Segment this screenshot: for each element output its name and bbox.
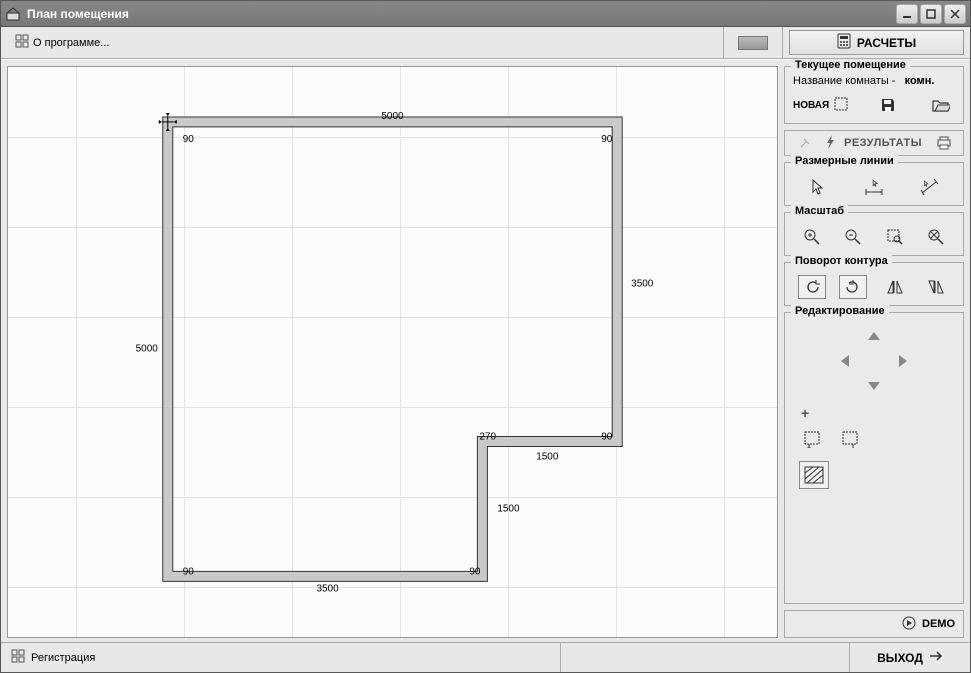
flip-horizontal-button[interactable]: [881, 275, 909, 299]
canvas[interactable]: 5000 3500 1500 1500 3500 5000 90 90 90 270 90 90: [7, 66, 778, 638]
app-icon: [5, 6, 21, 22]
dim-pointer-button[interactable]: [805, 175, 833, 199]
svg-text:5000: 5000: [381, 111, 404, 122]
results-label[interactable]: РЕЗУЛЬТАТЫ: [844, 137, 922, 149]
calculator-icon: [837, 33, 851, 52]
scale-legend: Масштаб: [791, 205, 848, 217]
exit-label: ВЫХОД: [877, 651, 923, 665]
svg-text:90: 90: [183, 566, 195, 577]
flip-vertical-button[interactable]: [922, 275, 950, 299]
status-mid: [561, 643, 850, 672]
svg-text:3500: 3500: [316, 583, 339, 594]
top-toolbar: О программе... РАСЧЕТЫ: [1, 27, 970, 59]
side-panel: Текущее помещение Название комнаты - ком…: [784, 66, 964, 638]
hatch-tool-button[interactable]: [799, 461, 829, 489]
close-button[interactable]: [944, 4, 966, 24]
status-bar: Регистрация ВЫХОД: [1, 642, 970, 672]
svg-text:270: 270: [479, 432, 496, 443]
register-button[interactable]: Регистрация: [1, 643, 561, 672]
svg-text:90: 90: [601, 134, 613, 145]
zoom-region-button[interactable]: [881, 225, 909, 249]
svg-text:5000: 5000: [136, 344, 159, 355]
titlebar: План помещения: [1, 1, 970, 27]
edit-tool-remove-button[interactable]: [837, 427, 865, 451]
maximize-button[interactable]: [920, 4, 942, 24]
window-title: План помещения: [27, 7, 896, 21]
nudge-left-button[interactable]: [832, 349, 860, 373]
nudge-right-button[interactable]: [888, 349, 916, 373]
rotate-legend: Поворот контура: [791, 255, 892, 267]
rotate-ccw-button[interactable]: [798, 275, 826, 299]
exit-icon: [929, 650, 943, 665]
calculate-label: РАСЧЕТЫ: [857, 36, 916, 50]
zoom-in-button[interactable]: [798, 225, 826, 249]
svg-text:90: 90: [601, 432, 613, 443]
svg-text:3500: 3500: [631, 279, 654, 290]
results-bar: РЕЗУЛЬТАТЫ: [784, 130, 964, 156]
main-body: 5000 3500 1500 1500 3500 5000 90 90 90 270 90 90 Те…: [1, 59, 970, 642]
dim-horizontal-button[interactable]: [860, 175, 888, 199]
minimize-button[interactable]: [896, 4, 918, 24]
new-room-icon: [833, 96, 849, 115]
scale-group: Масштаб: [784, 212, 964, 256]
calculate-button[interactable]: РАСЧЕТЫ: [789, 30, 964, 55]
svg-text:90: 90: [183, 134, 195, 145]
zoom-fit-button[interactable]: [922, 225, 950, 249]
room-name-value: комн.: [905, 75, 935, 87]
play-icon: [902, 616, 916, 633]
toolbar-swatch[interactable]: [723, 27, 783, 58]
edit-tool-insert-button[interactable]: [799, 427, 827, 451]
about-icon: [15, 34, 29, 51]
demo-label: DEMO: [922, 618, 955, 630]
demo-button[interactable]: DEMO: [784, 610, 964, 638]
about-button[interactable]: О программе...: [9, 31, 115, 54]
rotate-cw-button[interactable]: [839, 275, 867, 299]
room-name-line: Название комнаты - комн.: [791, 73, 957, 93]
rotate-group: Поворот контура: [784, 262, 964, 306]
floor-plan: 5000 3500 1500 1500 3500 5000 90 90 90 270 90 90: [8, 67, 777, 631]
dim-diagonal-button[interactable]: [915, 175, 943, 199]
nudge-up-button[interactable]: [860, 325, 888, 349]
bolt-icon: [826, 135, 836, 152]
swatch-icon: [738, 36, 768, 50]
svg-text:90: 90: [469, 566, 481, 577]
print-button[interactable]: [930, 131, 957, 155]
edit-group: Редактирование +: [784, 312, 964, 604]
about-label: О программе...: [33, 37, 109, 49]
current-room-legend: Текущее помещение: [791, 59, 910, 71]
current-room-group: Текущее помещение Название комнаты - ком…: [784, 66, 964, 124]
register-label: Регистрация: [31, 652, 95, 664]
dim-lines-group: Размерные линии: [784, 162, 964, 206]
direction-pad: [791, 325, 957, 397]
dim-lines-legend: Размерные линии: [791, 155, 898, 167]
nudge-down-button[interactable]: [860, 373, 888, 397]
room-name-label: Название комнаты -: [793, 75, 895, 87]
svg-text:1500: 1500: [497, 503, 520, 514]
svg-text:1500: 1500: [536, 451, 559, 462]
zoom-out-button[interactable]: [839, 225, 867, 249]
app-window: План помещения О программе... РАСЧЕТЫ: [0, 0, 971, 673]
save-room-button[interactable]: [874, 93, 902, 117]
pin-icon: [791, 131, 818, 155]
window-buttons: [896, 4, 966, 24]
toolbar-left: О программе...: [1, 27, 723, 58]
new-room-button[interactable]: НОВАЯ: [793, 96, 849, 115]
open-room-button[interactable]: [927, 93, 955, 117]
exit-button[interactable]: ВЫХОД: [850, 643, 970, 672]
edit-legend: Редактирование: [791, 305, 889, 317]
new-room-label: НОВАЯ: [793, 100, 829, 111]
add-point-icon[interactable]: +: [791, 405, 957, 421]
register-icon: [11, 649, 25, 666]
